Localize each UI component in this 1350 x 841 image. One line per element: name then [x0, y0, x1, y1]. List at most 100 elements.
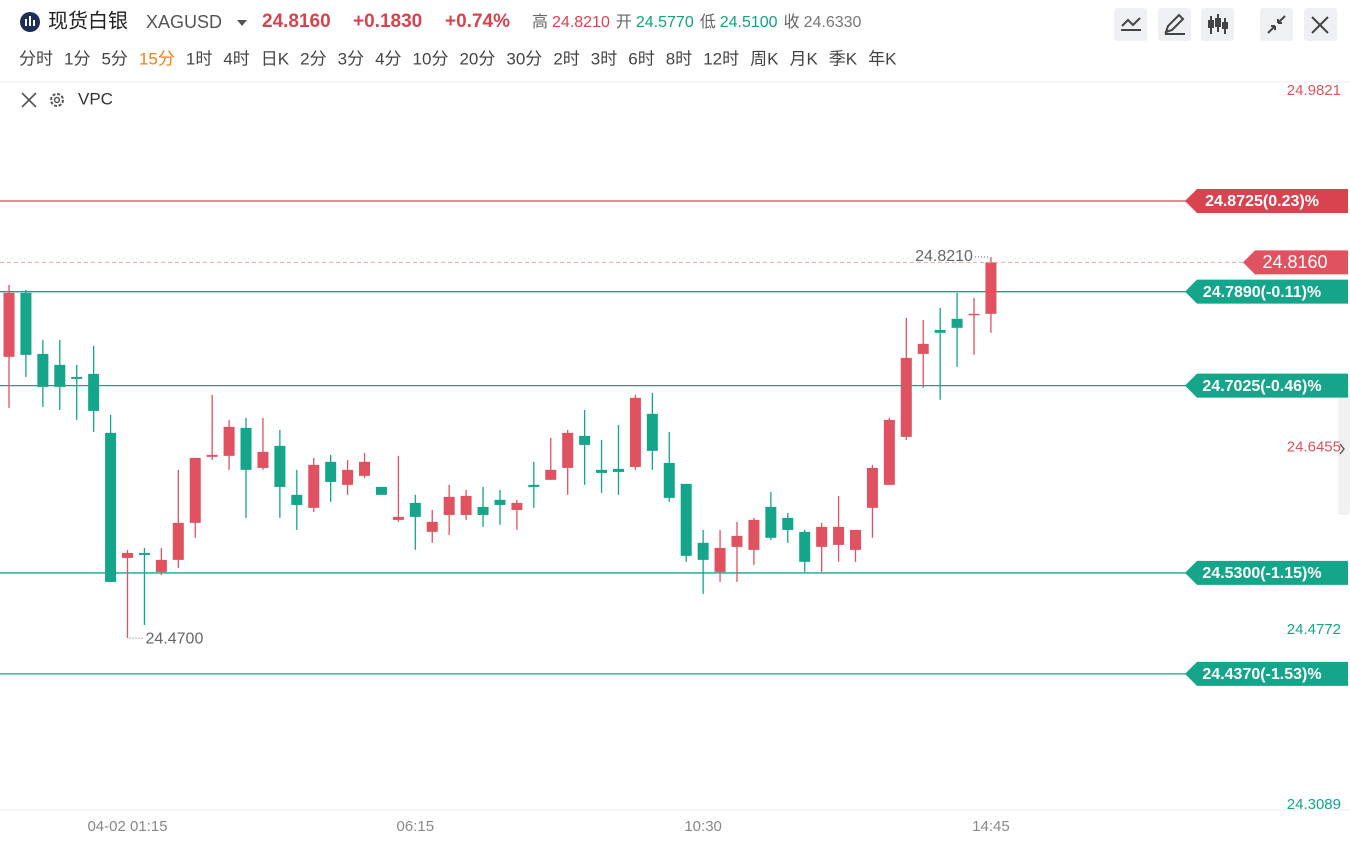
- stat-label: 开: [616, 14, 632, 31]
- candle-body: [443, 496, 455, 515]
- dropdown-arrow[interactable]: [237, 20, 247, 26]
- tool-button[interactable]: [1260, 8, 1293, 41]
- remove-indicator[interactable]: [21, 92, 37, 108]
- candle-body: [20, 292, 32, 355]
- candle-body: [392, 516, 404, 520]
- candle-body: [325, 461, 337, 482]
- y-tick-label: 24.4772: [1287, 621, 1341, 638]
- candle-body: [308, 464, 320, 508]
- candle-body: [816, 526, 828, 547]
- logo-icon: [20, 12, 40, 32]
- y-tick-label: 24.9821: [1287, 82, 1341, 99]
- candle-body: [850, 529, 861, 550]
- candle-body: [3, 292, 15, 357]
- timeframe-tab[interactable]: 分时: [19, 49, 53, 68]
- stat-value: 24.8210: [552, 14, 610, 31]
- timeframe-tab[interactable]: 5分: [101, 49, 127, 68]
- timeframe-tab[interactable]: 4分: [375, 49, 401, 68]
- timeframe-tab[interactable]: 月K: [789, 49, 818, 68]
- timeframe-tab[interactable]: 年K: [868, 49, 897, 68]
- level-label: 24.7025(-0.46)%: [1202, 378, 1321, 395]
- candle-body: [54, 364, 66, 387]
- candle-body: [917, 343, 929, 354]
- timeframe-tab[interactable]: 1时: [186, 49, 212, 68]
- stat-label: 低: [700, 13, 716, 31]
- candle-body: [697, 542, 709, 560]
- level-label: 24.5300(-1.15)%: [1202, 565, 1321, 582]
- timeframe-tab[interactable]: 3时: [591, 49, 617, 68]
- level-tag: [1185, 661, 1348, 686]
- timeframe-tab[interactable]: 12时: [703, 49, 739, 68]
- candle-body: [122, 552, 134, 558]
- candle-body: [206, 454, 218, 457]
- y-tick-label: 24.6455: [1287, 438, 1341, 455]
- timeframe-tab[interactable]: 日K: [261, 49, 290, 68]
- timeframe-tab[interactable]: 15分: [139, 49, 175, 68]
- timeframe-tab[interactable]: 3分: [338, 49, 364, 68]
- price-tag-label: 24.8160: [1262, 252, 1327, 272]
- indicator-name: VPC: [78, 89, 113, 108]
- candle-body: [494, 499, 506, 505]
- candle-body: [155, 559, 167, 572]
- timeframe-tab[interactable]: 周K: [750, 49, 779, 68]
- candle-body: [629, 397, 641, 467]
- timeframe-tab[interactable]: 1分: [64, 49, 90, 68]
- candle-body: [359, 461, 371, 476]
- candle-body: [663, 462, 675, 498]
- timeframe-tab[interactable]: 季K: [829, 49, 858, 68]
- timeframe-tab[interactable]: 4时: [223, 49, 249, 68]
- candle-body: [680, 483, 692, 556]
- candle-body: [985, 262, 997, 314]
- x-tick-label: 04-02 01:15: [87, 818, 167, 835]
- candle-body: [511, 502, 523, 510]
- tool-button[interactable]: [1158, 8, 1191, 41]
- settings-icon[interactable]: [50, 93, 64, 107]
- candle-body: [342, 469, 354, 485]
- candle-body: [579, 435, 591, 445]
- level-tag: [1185, 279, 1348, 304]
- x-tick-label: 14:45: [972, 818, 1010, 835]
- stat-value: 24.5100: [720, 14, 778, 31]
- candle-body: [748, 519, 760, 550]
- candle-body: [528, 484, 540, 487]
- candle-body: [799, 531, 811, 562]
- candle-body: [375, 486, 387, 495]
- candle-body: [731, 535, 743, 547]
- candle-body: [71, 376, 83, 379]
- candle-body: [460, 495, 472, 515]
- y-tick-label: 24.3089: [1287, 796, 1341, 813]
- timeframe-tab[interactable]: 10分: [413, 49, 449, 68]
- candle-body: [951, 318, 963, 328]
- timeframe-tab[interactable]: 30分: [506, 49, 542, 68]
- timeframe-tab[interactable]: 6时: [628, 49, 654, 68]
- x-tick-label: 10:30: [684, 818, 722, 835]
- max-label: 24.8210: [915, 248, 973, 265]
- candle-body: [189, 457, 201, 523]
- candle-body: [37, 353, 49, 387]
- candle-body: [409, 502, 421, 517]
- level-label: 24.8725(0.23)%: [1205, 193, 1319, 210]
- price-change-pct: +0.74%: [445, 11, 510, 32]
- candle-body: [545, 469, 557, 480]
- candle-body: [477, 506, 489, 515]
- candle-body: [291, 494, 303, 505]
- level-tag: [1185, 373, 1348, 398]
- stat-value: 24.6330: [804, 14, 862, 31]
- timeframe-tab[interactable]: 20分: [459, 49, 495, 68]
- candle-body: [88, 373, 100, 411]
- candle-body: [934, 329, 946, 333]
- candle-body: [257, 451, 269, 468]
- candle-body: [240, 427, 252, 470]
- candle-body: [596, 469, 608, 473]
- timeframe-tab[interactable]: 2时: [553, 49, 579, 68]
- candle-body: [646, 413, 658, 451]
- tool-button[interactable]: [1114, 8, 1147, 41]
- scroll-arrow: [1339, 443, 1345, 455]
- min-label: 24.4700: [146, 630, 204, 647]
- timeframe-tab[interactable]: 2分: [300, 49, 326, 68]
- scroll-handle[interactable]: [1338, 380, 1350, 515]
- toolbar: [1114, 8, 1337, 41]
- timeframe-tab[interactable]: 8时: [666, 49, 692, 68]
